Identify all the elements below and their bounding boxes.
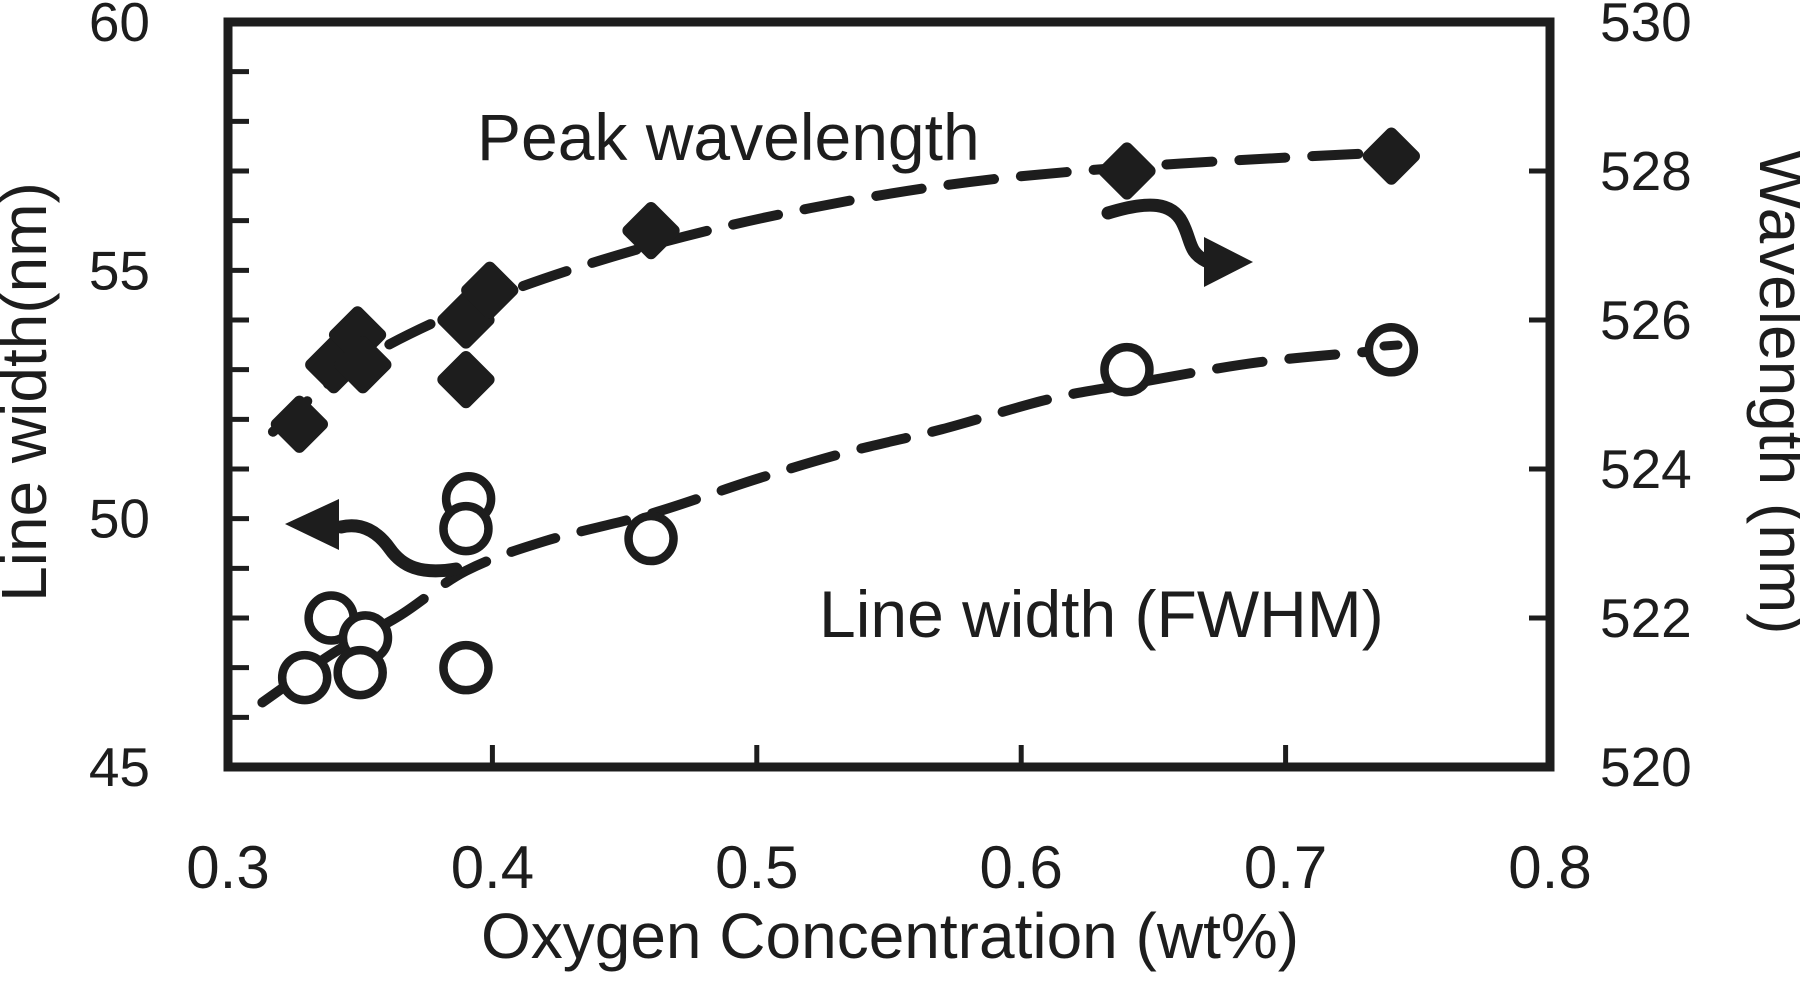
diamond-marker [622, 201, 680, 260]
plot-border [223, 17, 1555, 772]
right-tick-label: 520 [1600, 736, 1692, 798]
wavelength-arrow-head [1204, 237, 1253, 287]
left-axis-title: Line width(nm) [0, 182, 60, 602]
x-tick-label: 0.4 [451, 834, 534, 901]
diamond-marker [1362, 127, 1420, 185]
line-width-arrow-head [285, 499, 339, 550]
diamond-marker [461, 261, 519, 319]
diamond-marker [437, 350, 495, 409]
circle-marker [624, 511, 678, 566]
right-axis-title: Wavelength (nm) [1746, 150, 1800, 635]
x-axis-title: Oxygen Concentration (wt%) [481, 900, 1299, 972]
diamond-marker [334, 336, 392, 394]
circle-marker [277, 650, 332, 705]
circle-marker [1100, 342, 1154, 397]
line-width-annotation: Line width (FWHM) [819, 577, 1384, 651]
peak-wavelength-trend [267, 147, 1397, 437]
x-tick-label: 0.7 [1244, 834, 1327, 901]
right-tick-label: 528 [1600, 140, 1692, 202]
circle-marker [439, 640, 493, 695]
circle-marker [439, 501, 493, 556]
left-tick-label: 55 [89, 239, 150, 301]
diamond-marker [270, 395, 329, 453]
x-tick-label: 0.3 [186, 834, 269, 901]
right-tick-label: 522 [1600, 587, 1692, 649]
left-tick-label: 45 [89, 736, 150, 798]
x-tick-label: 0.5 [715, 834, 798, 901]
left-tick-label: 50 [89, 488, 150, 550]
trend-dash-inside-circle [1379, 340, 1403, 351]
right-tick-label: 526 [1600, 289, 1692, 351]
right-tick-label: 524 [1600, 438, 1692, 500]
wavelength-arrow-tail [1101, 198, 1213, 268]
line-width-arrow-tail [334, 519, 463, 578]
peak-wavelength-annotation: Peak wavelength [477, 100, 980, 174]
left-tick-label: 60 [89, 0, 150, 53]
x-tick-label: 0.6 [979, 834, 1062, 901]
right-tick-label: 530 [1600, 0, 1692, 53]
x-tick-label: 0.8 [1508, 834, 1591, 901]
circle-marker [333, 645, 387, 700]
diamond-marker [1098, 142, 1156, 200]
